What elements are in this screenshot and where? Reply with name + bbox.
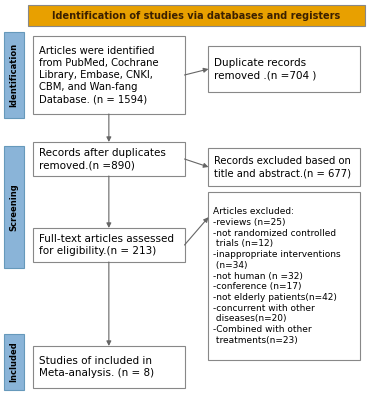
FancyBboxPatch shape [33,36,185,114]
Text: Duplicate records
removed .(n =704 ): Duplicate records removed .(n =704 ) [214,58,316,80]
Text: Records after duplicates
removed.(n =890): Records after duplicates removed.(n =890… [39,148,166,170]
FancyBboxPatch shape [208,46,360,92]
FancyBboxPatch shape [208,148,360,186]
FancyBboxPatch shape [33,228,185,262]
FancyBboxPatch shape [33,142,185,176]
Text: Included: Included [9,342,18,382]
Text: Identification: Identification [9,43,18,107]
FancyBboxPatch shape [33,346,185,388]
Text: Full-text articles assessed
for eligibility.(n = 213): Full-text articles assessed for eligibil… [39,234,174,256]
FancyBboxPatch shape [4,32,24,118]
Text: Articles excluded:
-reviews (n=25)
-not randomized controlled
 trials (n=12)
-in: Articles excluded: -reviews (n=25) -not … [213,207,341,345]
Text: Records excluded based on
title and abstract.(n = 677): Records excluded based on title and abst… [214,156,351,178]
FancyBboxPatch shape [208,192,360,360]
Text: Studies of included in
Meta-analysis. (n = 8): Studies of included in Meta-analysis. (n… [39,356,154,378]
FancyBboxPatch shape [4,334,24,390]
Text: Screening: Screening [9,183,18,231]
Text: Articles were identified
from PubMed, Cochrane
Library, Embase, CNKI,
CBM, and W: Articles were identified from PubMed, Co… [39,46,158,104]
Text: Identification of studies via databases and registers: Identification of studies via databases … [52,10,341,20]
FancyBboxPatch shape [28,5,365,26]
FancyBboxPatch shape [4,146,24,268]
